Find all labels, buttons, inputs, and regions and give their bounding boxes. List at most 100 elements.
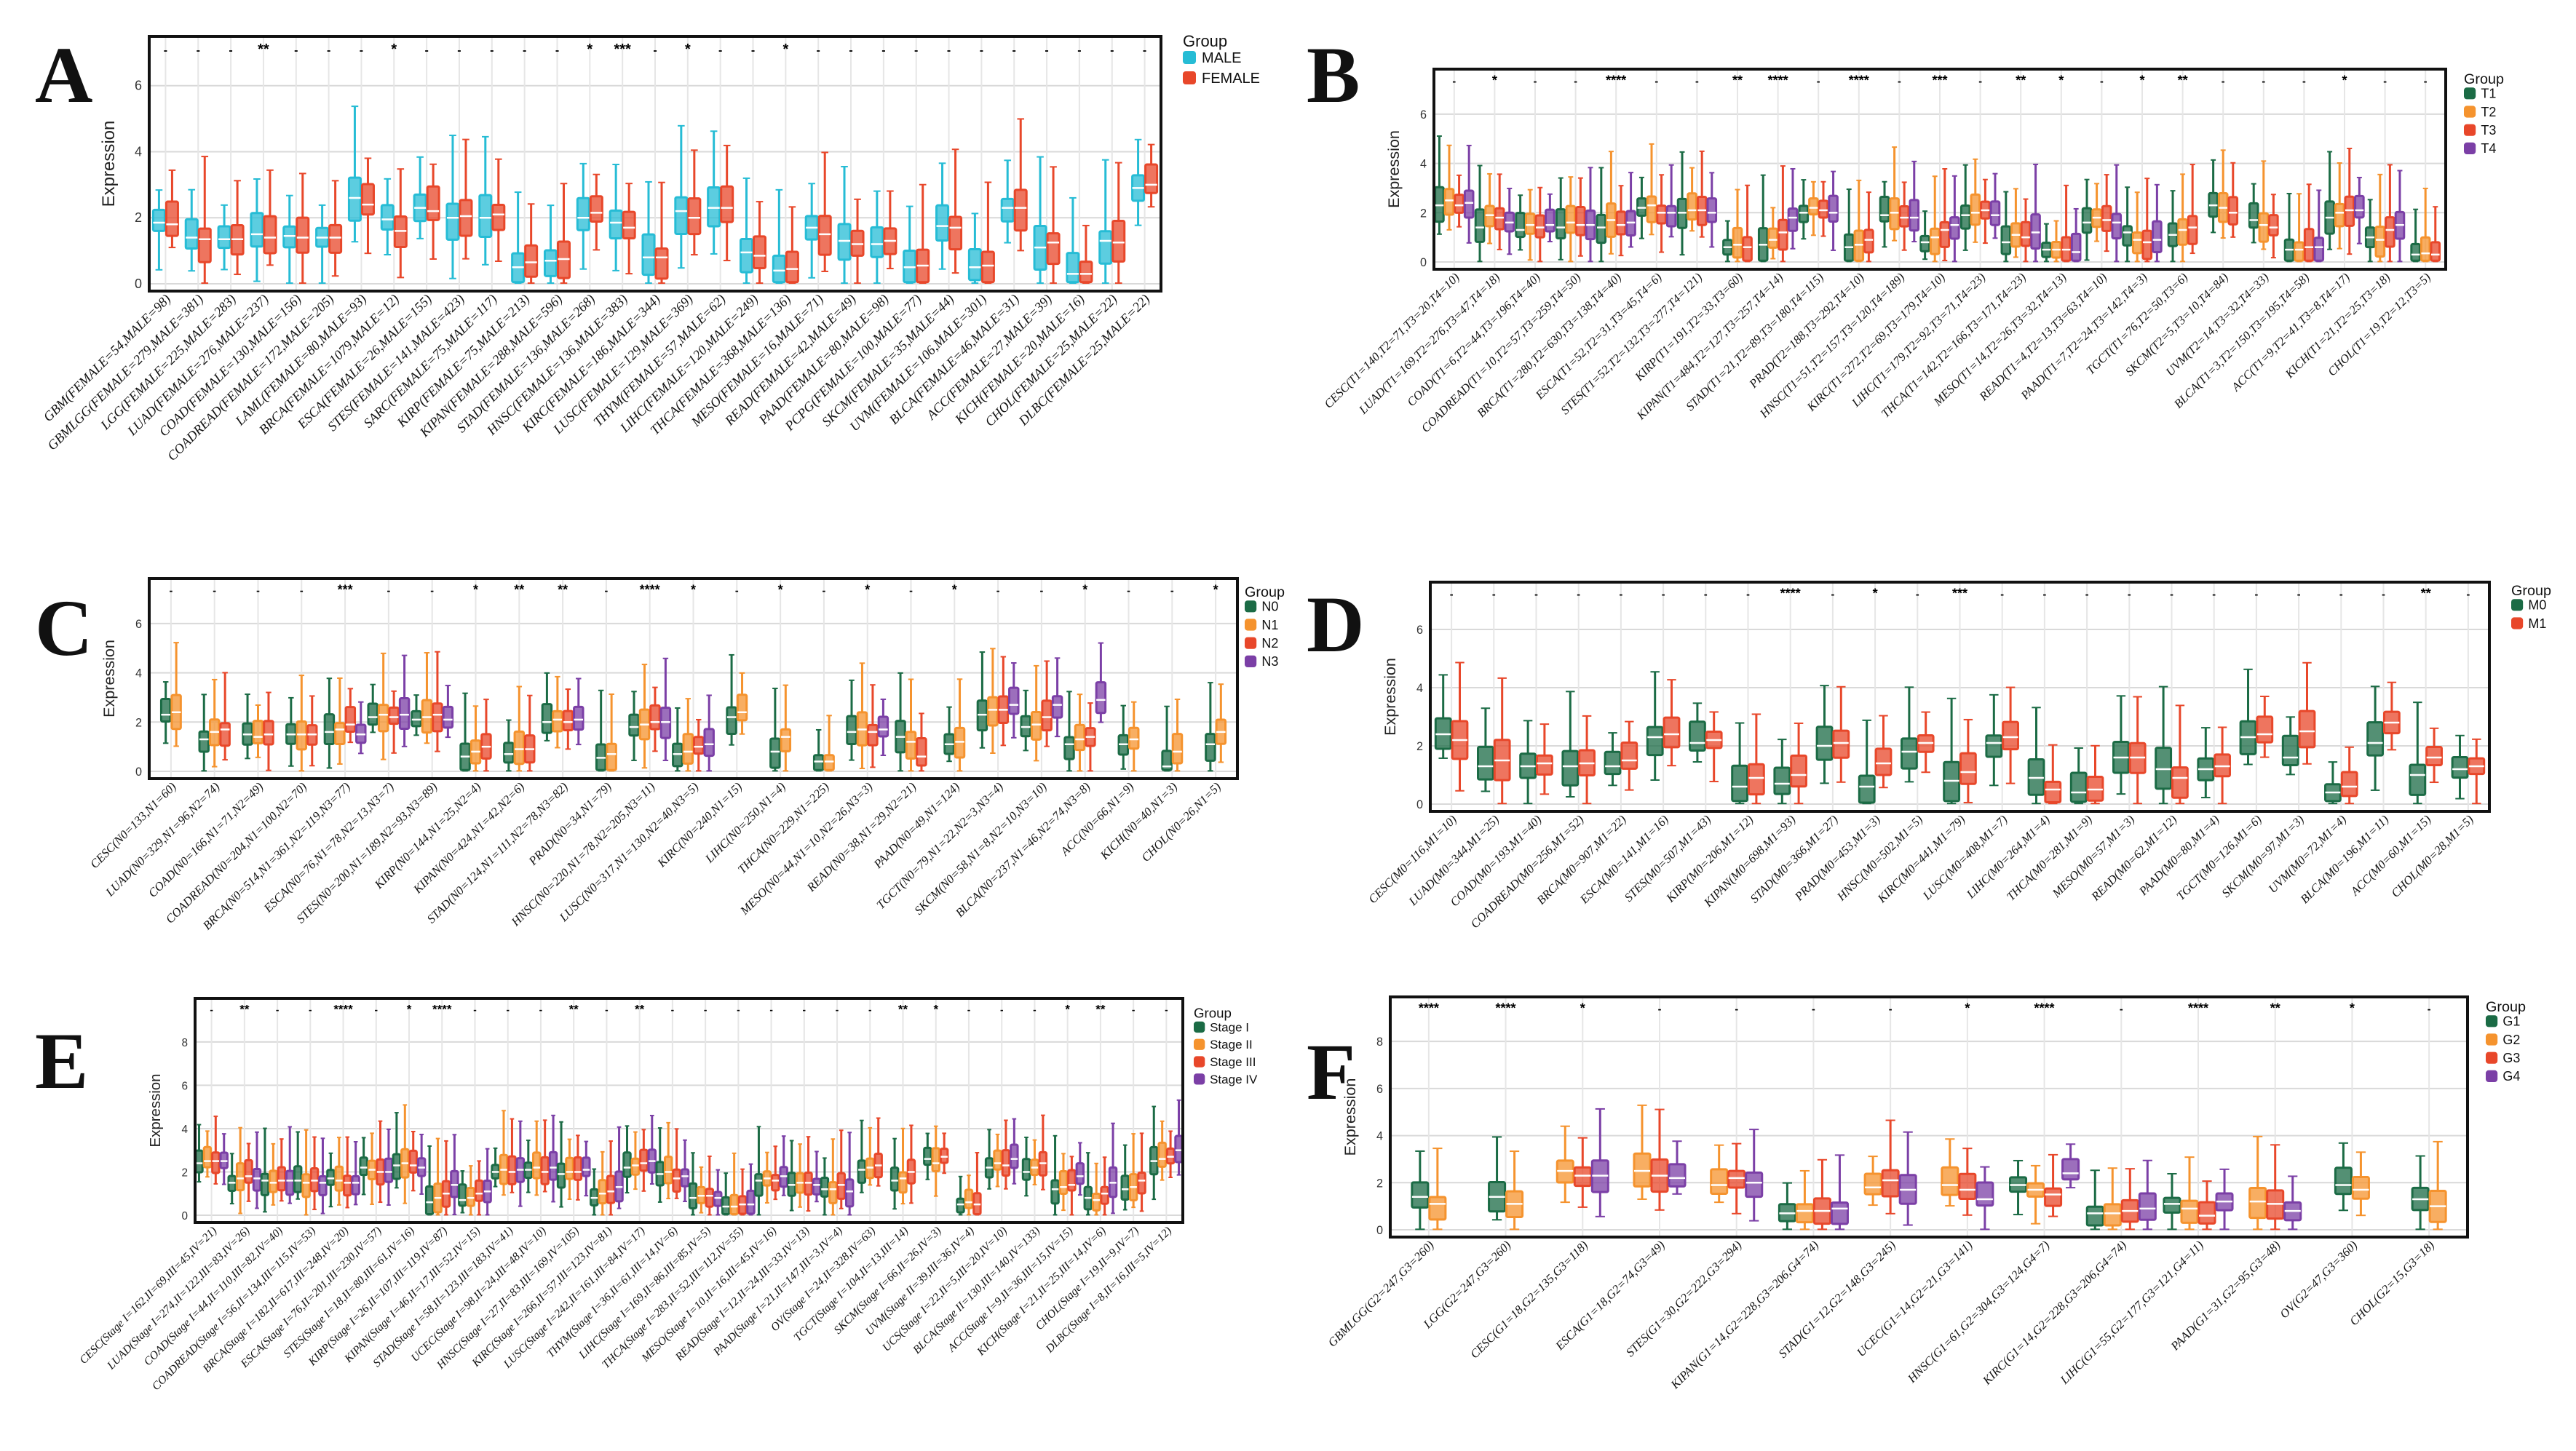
- significance-label: ****: [1606, 73, 1626, 88]
- box-body: [334, 722, 346, 746]
- box-body: [217, 225, 231, 250]
- box-body: [2334, 202, 2345, 228]
- significance-label: -: [457, 44, 461, 57]
- x-tick-label: ACC(N0=66,N1=9): [1058, 779, 1137, 859]
- box-body: [713, 1190, 723, 1207]
- significance-label: *: [587, 41, 593, 57]
- significance-label: **: [1095, 1002, 1106, 1016]
- box-body: [359, 1156, 368, 1177]
- box-body: [1633, 1152, 1652, 1188]
- box-body: [524, 244, 539, 278]
- box-body: [687, 197, 702, 236]
- x-tick-label: PRAD(N0=34,N1=79): [526, 779, 614, 868]
- legend-item: Stage II: [1210, 1038, 1253, 1052]
- significance-label: ****: [2034, 1001, 2055, 1016]
- legend-item: M0: [2528, 598, 2546, 613]
- x-tick-label: KIPAN(G1=14,G2=228,G3=206,G4=74): [1668, 1238, 1822, 1392]
- box-body: [1863, 1172, 1882, 1196]
- significance-label: ***: [614, 41, 631, 57]
- significance-label: -: [1127, 586, 1130, 597]
- panel-letter: F: [1307, 1027, 1355, 1116]
- box-body: [2340, 771, 2358, 798]
- panel-C: C0246Expression-CESC(N0=133,N1=60)-LUAD(…: [35, 577, 1285, 932]
- box-body: [1604, 750, 1622, 776]
- y-tick-label: 6: [1416, 624, 1423, 637]
- box-body: [1975, 1181, 1994, 1207]
- box-body: [1545, 208, 1555, 233]
- box-body: [2334, 1166, 2353, 1196]
- significance-label: -: [1916, 589, 1919, 601]
- box-body: [532, 1151, 542, 1180]
- significance-label: -: [980, 44, 983, 57]
- box-body: [1013, 188, 1028, 232]
- box-body: [1959, 204, 1971, 230]
- box-body: [1929, 227, 1941, 255]
- significance-label: ****: [1496, 1001, 1516, 1016]
- box-body: [235, 1162, 245, 1192]
- significance-label: ***: [1952, 587, 1967, 601]
- significance-label: -: [1735, 1004, 1738, 1016]
- significance-label: -: [671, 1004, 675, 1015]
- box-body: [347, 176, 362, 222]
- box-body: [2281, 734, 2299, 767]
- plot-border: [194, 997, 1184, 1224]
- box-body: [2141, 229, 2153, 261]
- box-body: [377, 704, 389, 733]
- significance-label: -: [909, 586, 913, 597]
- box-body: [351, 1174, 360, 1196]
- significance-label: -: [2467, 589, 2470, 601]
- box-body: [639, 1148, 649, 1172]
- box-body: [1615, 210, 1627, 236]
- significance-label: -: [555, 44, 559, 57]
- x-tick-label: ACC(M0=60,M1=15): [2347, 812, 2434, 899]
- significance-label: -: [1831, 589, 1835, 601]
- box-body: [367, 702, 379, 726]
- legend-item: N1: [1261, 618, 1278, 632]
- significance-label: -: [868, 1004, 872, 1015]
- plot-border: [1429, 581, 2491, 813]
- box-body: [1881, 1169, 1900, 1198]
- x-tick-label: KIRC(G1=14,G2=228,G3=206,G4=74): [1979, 1238, 2129, 1388]
- significance-label: ****: [432, 1002, 452, 1016]
- box-body: [2085, 1205, 2104, 1227]
- box-body: [1798, 204, 1810, 223]
- box-body: [877, 715, 889, 738]
- y-axis-label: Expression: [1341, 1078, 1359, 1156]
- x-tick-label: CHOL(M0=28,M1=5): [2388, 812, 2476, 900]
- significance-label: -: [539, 1004, 543, 1015]
- box-body: [1494, 207, 1505, 231]
- significance-label: -: [2128, 589, 2131, 601]
- box-body: [398, 697, 411, 730]
- significance-label: -: [294, 44, 298, 57]
- box-body: [556, 1162, 566, 1189]
- panel-A: A0246Expression-GBM(FEMALE=54,MALE=98)-G…: [35, 31, 1260, 464]
- y-tick-label: 4: [1420, 158, 1427, 171]
- box-body: [293, 1165, 303, 1193]
- box-body: [269, 1169, 278, 1193]
- box-body: [582, 1156, 591, 1177]
- box-body: [2366, 721, 2385, 757]
- box-body: [2410, 242, 2421, 262]
- box-body: [1008, 686, 1020, 715]
- y-tick-label: 6: [1376, 1083, 1383, 1096]
- y-axis-label: Expression: [1381, 658, 1399, 736]
- panel-letter: B: [1307, 31, 1360, 119]
- significance-label: *: [1065, 1002, 1070, 1016]
- box-body: [1041, 699, 1053, 732]
- x-tick-label: BRCA(T1=280,T2=630,T3=138,T4=40): [1474, 270, 1624, 420]
- significance-label: -: [718, 44, 722, 57]
- box-body: [1853, 229, 1865, 262]
- significance-label: -: [2255, 589, 2259, 601]
- box-body: [411, 709, 422, 728]
- box-body: [1596, 213, 1607, 245]
- box-body: [2081, 207, 2093, 234]
- box-body: [898, 1171, 908, 1194]
- significance-label: -: [309, 1004, 312, 1015]
- legend-swatch: [1245, 655, 1257, 667]
- box-body: [576, 196, 590, 231]
- box-body: [753, 235, 767, 270]
- box-body: [1901, 737, 1918, 770]
- box-body: [565, 1156, 574, 1180]
